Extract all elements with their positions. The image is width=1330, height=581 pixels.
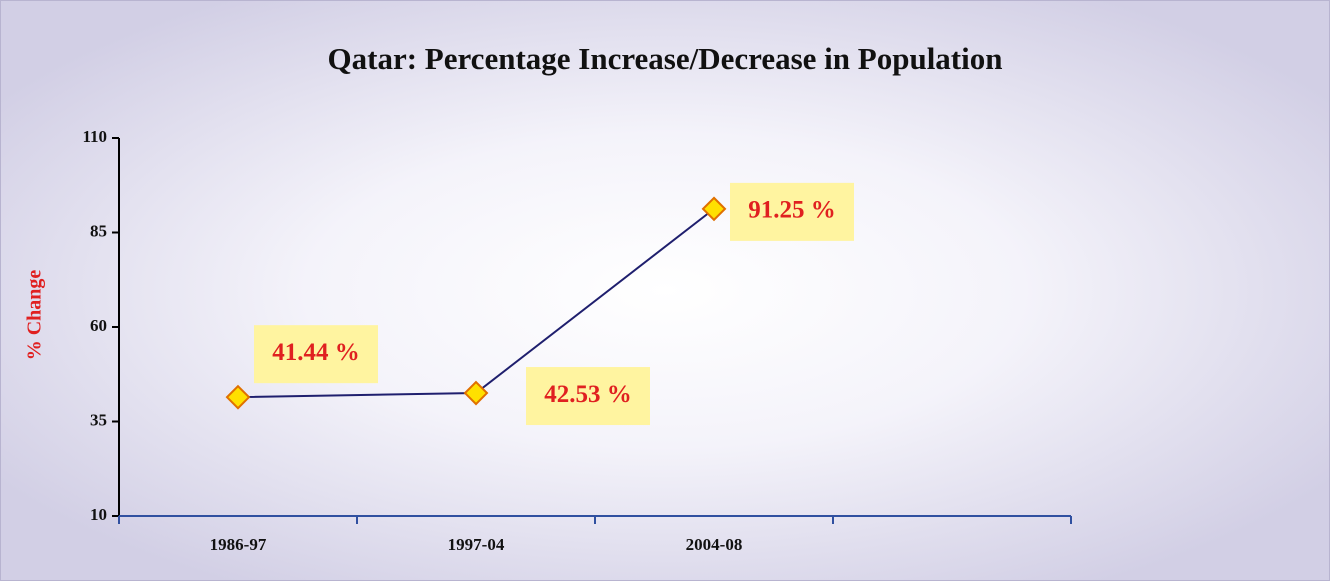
value-label-box — [254, 325, 378, 384]
y-tick-label: 10 — [90, 505, 107, 524]
y-tick-label: 85 — [90, 221, 107, 240]
y-tick-label: 35 — [90, 410, 107, 429]
value-label: 91.25 % — [748, 197, 836, 224]
value-label: 42.53 % — [544, 381, 632, 408]
chart-title: Qatar: Percentage Increase/Decrease in P… — [328, 41, 1003, 76]
marker — [463, 380, 489, 406]
value-label-box — [526, 367, 650, 426]
value-label-box — [730, 182, 854, 241]
y-axis-label: % Change — [24, 270, 46, 361]
marker — [225, 384, 251, 410]
x-tick-label: 1986-97 — [210, 535, 267, 554]
x-tick-label: 1997-04 — [448, 535, 505, 554]
x-tick-label: 2004-08 — [686, 535, 743, 554]
value-label: 41.44 % — [272, 339, 360, 366]
marker — [701, 196, 727, 222]
y-tick-label: 110 — [82, 127, 107, 146]
y-tick-label: 60 — [90, 316, 107, 335]
